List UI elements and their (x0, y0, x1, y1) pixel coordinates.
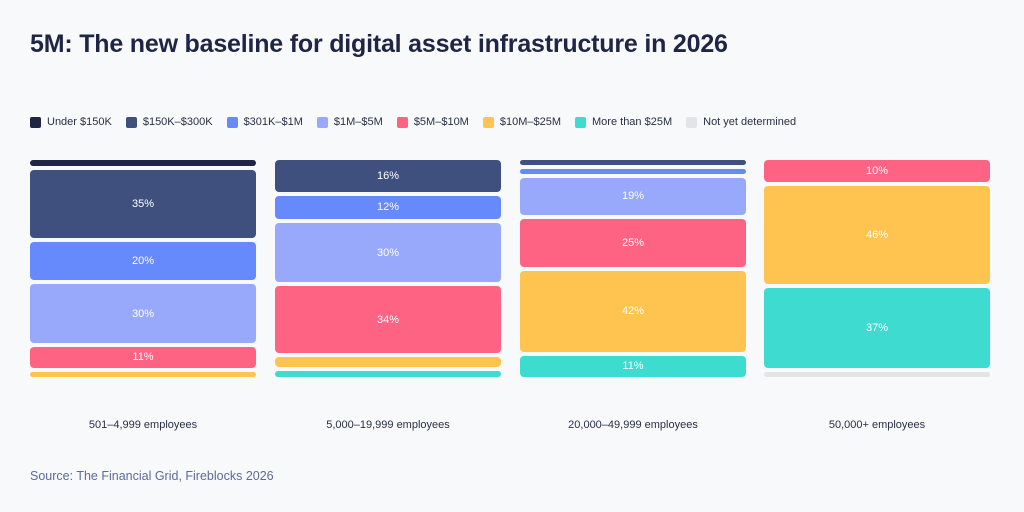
bar-segment: 37% (764, 288, 990, 368)
data-label: 12% (376, 201, 400, 214)
bar-segment: 30% (30, 284, 256, 343)
legend-item: Not yet determined (686, 116, 796, 128)
bar-segment (520, 169, 746, 174)
legend-item: More than $25M (575, 116, 672, 128)
bar-segment (275, 357, 501, 368)
category-label: 501–4,999 employees (88, 419, 198, 431)
bar-segment (30, 372, 256, 377)
data-label: 30% (131, 307, 155, 320)
chart-title: 5M: The new baseline for digital asset i… (30, 30, 728, 58)
data-label: 30% (376, 246, 400, 259)
data-label: 37% (865, 322, 889, 335)
data-label: 16% (376, 169, 400, 182)
stacked-bar: 19% 25% 42% 11% (520, 160, 746, 377)
legend-item: $301K–$1M (226, 116, 303, 128)
bar-segment: 42% (520, 270, 746, 352)
legend-item: Under $150K (30, 116, 112, 128)
bar-segment: 10% (764, 160, 990, 182)
legend-swatch (482, 116, 494, 128)
stacked-bar: 35% 20% 30% 11% (30, 160, 256, 377)
bar-segment: 46% (764, 185, 990, 285)
bar-segment: 19% (520, 178, 746, 215)
legend-item: $10M–$25M (482, 116, 562, 128)
bar-segment (764, 372, 990, 377)
data-label: 34% (376, 313, 400, 326)
legend-label: Not yet determined (703, 116, 797, 128)
legend-swatch (686, 116, 698, 128)
data-label: 10% (865, 164, 889, 177)
bar-segment: 11% (520, 355, 746, 377)
bar-segment: 30% (275, 223, 501, 283)
stacked-bar: 16% 12% 30% 34% (275, 160, 501, 377)
bar-segment (520, 160, 746, 165)
data-label: 11% (622, 360, 644, 373)
legend-item: $150K–$300K (125, 116, 213, 128)
data-label: 19% (621, 190, 645, 203)
bar-segment: 35% (30, 169, 256, 238)
legend-swatch (575, 116, 587, 128)
legend: Under $150K $150K–$300K $301K–$1M $1M–$5M $5… (30, 116, 796, 128)
bar-segment: 11% (30, 346, 256, 368)
bar-segment (275, 371, 501, 377)
category-label: 5,000–19,999 employees (326, 419, 450, 431)
legend-label: $5M–$10M (413, 116, 469, 128)
legend-item: $5M–$10M (396, 116, 469, 128)
legend-label: $150K–$300K (142, 116, 213, 128)
data-label: 20% (131, 255, 155, 268)
legend-label: More than $25M (592, 116, 673, 128)
bar-segment: 25% (520, 218, 746, 267)
data-label: 42% (621, 305, 645, 318)
legend-swatch (30, 116, 41, 128)
legend-label: $1M–$5M (333, 116, 383, 128)
bar-segment: 20% (30, 241, 256, 281)
legend-item: $1M–$5M (316, 116, 383, 128)
legend-label: $301K–$1M (243, 116, 303, 128)
bar-segment: 16% (275, 160, 501, 192)
category-label: 20,000–49,999 employees (568, 419, 698, 431)
legend-swatch (226, 116, 238, 128)
legend-swatch (125, 116, 137, 128)
source-note: Source: The Financial Grid, Fireblocks 2… (30, 469, 274, 483)
legend-swatch (396, 116, 408, 128)
legend-label: Under $150K (47, 116, 112, 128)
data-label: 25% (621, 236, 645, 249)
data-label: 46% (865, 228, 889, 241)
data-label: 11% (132, 351, 154, 364)
bar-segment (30, 160, 256, 166)
legend-swatch (316, 116, 328, 128)
bar-segment: 12% (275, 195, 501, 220)
category-label: 50,000+ employees (828, 419, 926, 431)
bar-segment: 34% (275, 286, 501, 354)
stacked-bar: 10% 46% 37% (764, 160, 990, 377)
data-label: 35% (131, 197, 155, 210)
legend-label: $10M–$25M (499, 116, 562, 128)
